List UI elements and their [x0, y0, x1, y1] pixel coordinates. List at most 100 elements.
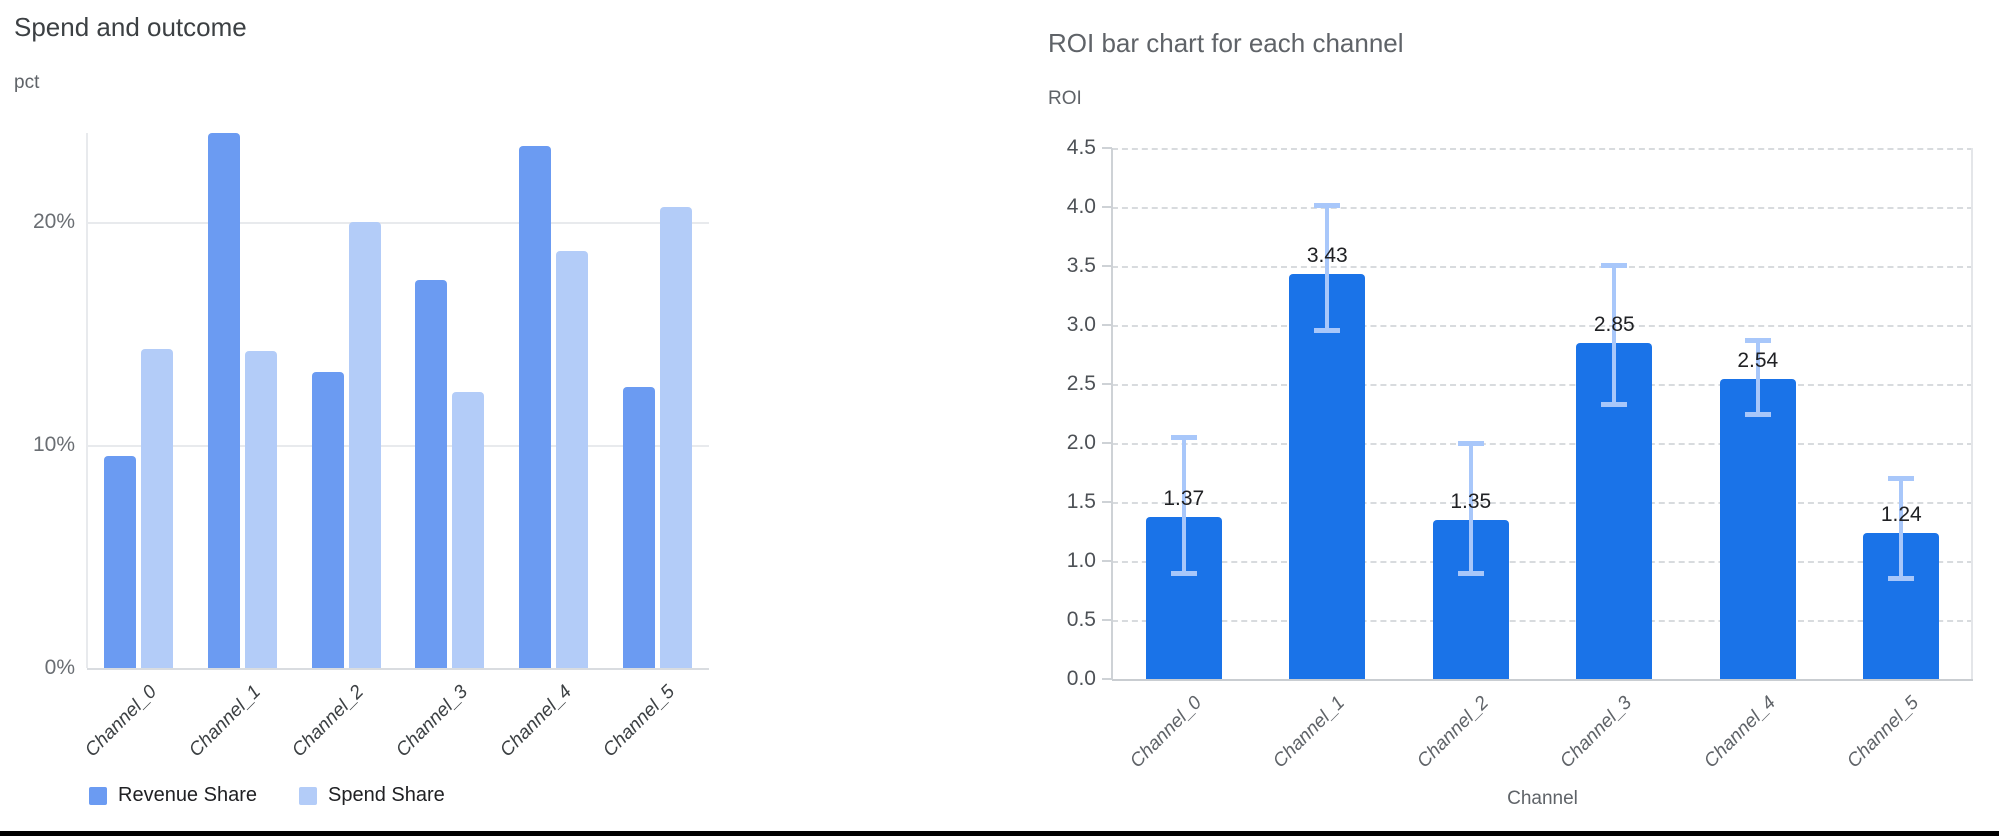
error-cap-bottom-channel-2 — [1457, 570, 1484, 576]
x-tick-label-channel-1: Channel_1 — [184, 681, 265, 762]
error-cap-bottom-channel-0 — [1170, 570, 1197, 576]
legend-label-spend-share: Spend Share — [327, 784, 445, 806]
x-tick-label-channel-0: Channel_0 — [1126, 692, 1206, 773]
chart-title: ROI bar chart for each channel — [1048, 28, 1404, 58]
error-cap-top-channel-5 — [1888, 476, 1915, 482]
chart-roi-per-channel: ROI bar chart for each channel ROI 0.0 0.… — [1040, 0, 1999, 838]
x-tick-label-channel-4: Channel_4 — [1700, 692, 1780, 773]
y-axis-unit-label: ROI — [1048, 88, 1082, 109]
x-tick-label-channel-0: Channel_0 — [81, 681, 161, 762]
legend-swatch-revenue-share — [89, 786, 107, 805]
y-tickmark-3-5 — [1102, 265, 1112, 267]
bar-revenue-share-channel-1 — [208, 133, 240, 668]
bar-value-label-channel-4: 2.54 — [1737, 349, 1779, 373]
y-tickmark-2-5 — [1102, 383, 1112, 385]
error-cap-top-channel-1 — [1314, 202, 1341, 208]
plot-right-border — [1971, 148, 1973, 679]
y-tick-label-0-0: 0.0 — [1066, 667, 1096, 690]
y-tick-label-0-5: 0.5 — [1066, 608, 1096, 631]
error-cap-top-channel-2 — [1457, 441, 1484, 446]
chart-spend-and-outcome: Spend and outcome pct 0% 10% 20% Channel_0 C… — [0, 0, 800, 838]
x-tick-label-channel-4: Channel_4 — [495, 681, 576, 762]
plot-area: 0.0 0.5 1.0 1.5 2.0 2.5 3.0 3.5 4.0 4.5 1.37 3.43 1.… — [1067, 136, 1973, 772]
y-tickmark-3-0 — [1102, 324, 1112, 326]
x-tick-label-channel-2: Channel_2 — [1413, 692, 1493, 773]
y-tickmark-2-0 — [1102, 442, 1112, 444]
gridline-0- — [87, 668, 709, 670]
bar-value-label-channel-0: 1.37 — [1163, 487, 1205, 511]
y-tickmark-4-0 — [1102, 206, 1112, 208]
gridline-3-0 — [1112, 325, 1973, 327]
chart-title: Spend and outcome — [14, 12, 247, 42]
error-cap-bottom-channel-5 — [1888, 575, 1915, 581]
y-axis-line — [86, 133, 88, 668]
gridline-20- — [87, 222, 709, 225]
gridline-1-5 — [1112, 502, 1973, 504]
bar-spend-share-channel-2 — [348, 222, 381, 668]
y-tick-label-20-: 20% — [32, 210, 75, 234]
bar-revenue-share-channel-2 — [311, 371, 344, 668]
error-whisker-channel-0 — [1181, 437, 1186, 574]
gridline-2-0 — [1112, 443, 1973, 445]
error-cap-top-channel-4 — [1744, 338, 1771, 344]
x-axis-title: Channel — [1507, 788, 1578, 809]
bar-spend-share-channel-4 — [556, 251, 588, 668]
x-tick-label-channel-2: Channel_2 — [288, 681, 369, 762]
y-axis-line — [1111, 148, 1113, 679]
y-tick-label-3-0: 3.0 — [1066, 313, 1096, 336]
x-tick-label-channel-1: Channel_1 — [1269, 692, 1350, 773]
bar-roi-channel-4 — [1719, 379, 1796, 679]
bar-revenue-share-channel-3 — [415, 280, 448, 668]
error-cap-top-channel-0 — [1170, 435, 1197, 441]
bottom-divider-rule — [0, 831, 1999, 836]
bar-spend-share-channel-1 — [245, 351, 277, 668]
y-tick-label-4-5: 4.5 — [1066, 136, 1096, 159]
plot-area: 0% 10% 20% Channel_0 Channel_1 Channel_2 Chann… — [33, 133, 709, 761]
legend-item-spend-share: Spend Share — [298, 784, 445, 807]
y-tick-label-4-0: 4.0 — [1066, 195, 1096, 218]
error-cap-bottom-channel-3 — [1601, 402, 1628, 408]
y-tick-label-1-0: 1.0 — [1066, 549, 1096, 572]
y-tick-label-10-: 10% — [32, 433, 75, 457]
y-tick-label-2-0: 2.0 — [1066, 431, 1096, 454]
bar-value-label-channel-5: 1.24 — [1880, 502, 1922, 526]
bar-value-label-channel-2: 1.35 — [1450, 489, 1492, 513]
error-whisker-channel-5 — [1899, 478, 1904, 579]
gridline-0-5 — [1112, 620, 1973, 622]
x-tick-label-channel-3: Channel_3 — [392, 681, 472, 762]
x-tick-label-channel-5: Channel_5 — [599, 681, 680, 762]
bar-revenue-share-channel-5 — [622, 387, 655, 668]
y-tickmark-4-5 — [1102, 147, 1112, 149]
bar-revenue-share-channel-0 — [104, 456, 137, 668]
x-tick-label-channel-5: Channel_5 — [1843, 692, 1924, 773]
error-whisker-channel-1 — [1325, 204, 1330, 331]
gridline-10- — [87, 445, 709, 448]
legend-swatch-spend-share — [298, 786, 317, 805]
y-tick-label-2-5: 2.5 — [1066, 372, 1096, 395]
legend: Revenue Share Spend Share — [89, 784, 487, 807]
error-whisker-channel-3 — [1612, 264, 1617, 406]
bar-spend-share-channel-0 — [141, 349, 174, 668]
bar-spend-share-channel-3 — [452, 391, 485, 668]
error-cap-top-channel-3 — [1601, 262, 1628, 268]
y-axis-unit-label: pct — [14, 72, 40, 93]
error-cap-bottom-channel-4 — [1744, 411, 1771, 417]
y-tick-label-3-5: 3.5 — [1066, 254, 1096, 277]
y-tickmark-1-5 — [1102, 501, 1112, 503]
y-tickmark-0-5 — [1102, 619, 1112, 621]
gridline-2-5 — [1112, 384, 1973, 386]
bar-revenue-share-channel-4 — [519, 146, 551, 668]
error-whisker-channel-4 — [1755, 340, 1760, 415]
bar-value-label-channel-3: 2.85 — [1593, 312, 1635, 336]
y-tick-label-0-: 0% — [44, 656, 75, 679]
y-tickmark-0-0 — [1102, 678, 1112, 680]
bar-spend-share-channel-5 — [659, 206, 692, 668]
legend-label-revenue-share: Revenue Share — [118, 784, 257, 806]
bar-value-label-channel-1: 3.43 — [1306, 244, 1348, 268]
gridline-0-0 — [1112, 679, 1973, 681]
gridline-4-5 — [1112, 148, 1973, 150]
gridline-1-0 — [1112, 561, 1973, 563]
legend-item-revenue-share: Revenue Share — [89, 784, 257, 807]
bar-roi-channel-1 — [1289, 274, 1366, 679]
